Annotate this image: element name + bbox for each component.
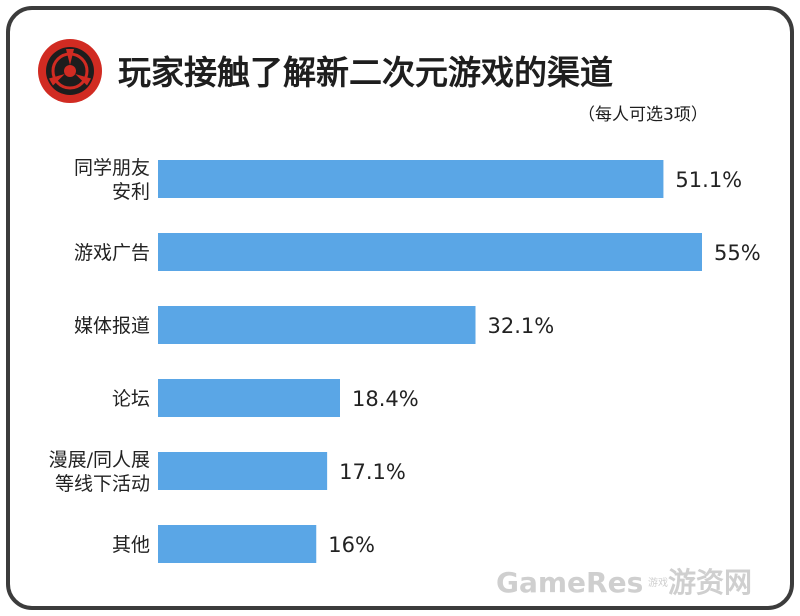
watermark-small: 游戏 [648,576,668,589]
watermark-cn: 游资网 [668,566,752,599]
bar [158,452,328,490]
bar [158,379,340,417]
category-label: 游戏广告 [74,242,150,264]
value-label: 16% [328,533,375,557]
bar [158,160,664,198]
bar [158,233,702,271]
logo-spoke [75,74,92,86]
value-label: 51.1% [675,168,742,192]
chart-title: 玩家接触了解新二次元游戏的渠道 [118,53,613,92]
category-label: 媒体报道 [74,315,150,337]
value-label: 18.4% [352,387,419,411]
logo-spoke [48,74,65,86]
category-label: 漫展/同人展 [49,449,150,471]
watermark-brand: GameRes [496,566,643,599]
category-label: 安利 [112,181,150,203]
tomoe-emblem-icon [38,39,102,103]
category-label: 其他 [112,534,150,556]
value-label: 32.1% [487,314,554,338]
logo-spoke [66,49,74,65]
bar [158,306,476,344]
chart-subtitle: （每人可选3项） [578,105,708,125]
category-label: 等线下活动 [55,473,150,495]
value-label: 55% [714,241,761,265]
logo-center [64,65,76,77]
watermark: GameRes 游戏 游资网 [496,566,752,599]
bar [158,525,317,563]
category-label: 同学朋友 [74,157,150,179]
category-label: 论坛 [112,388,150,410]
value-label: 17.1% [339,460,406,484]
